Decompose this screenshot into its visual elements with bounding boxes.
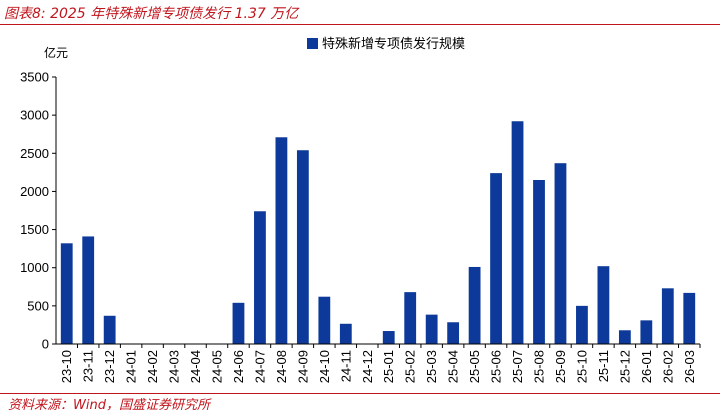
y-axis: 0 500 1000 1500 2000 2500 3000 3500 — [20, 70, 57, 352]
bar — [511, 121, 524, 344]
bar — [661, 288, 674, 344]
x-tick-label: 24-03 — [167, 350, 182, 383]
bar — [275, 137, 288, 344]
x-tick-label: 26-03 — [682, 350, 697, 383]
x-tick-label: 24-10 — [317, 350, 332, 383]
bar — [554, 163, 567, 344]
legend: 特殊新增专项债发行规模 — [307, 36, 465, 52]
x-tick-label: 25-04 — [446, 350, 461, 383]
x-tick-label: 24-09 — [295, 350, 310, 383]
bar — [425, 314, 438, 344]
x-tick-label: 24-01 — [124, 350, 139, 383]
x-tick-label: 25-12 — [617, 350, 632, 383]
y-axis-unit-label: 亿元 — [44, 45, 68, 60]
x-tick-label: 25-09 — [553, 350, 568, 383]
bar — [468, 266, 481, 344]
source-note: 资料来源：Wind，国盛证券研究所 — [8, 398, 210, 413]
bar — [382, 331, 395, 344]
x-tick-label: 24-02 — [145, 350, 160, 383]
y-tick-label: 1000 — [20, 260, 49, 275]
bar — [597, 266, 610, 344]
x-tick-label: 25-10 — [574, 350, 589, 383]
title-rule — [0, 24, 720, 25]
bar — [254, 211, 266, 344]
y-tick-label: 1500 — [20, 222, 49, 237]
x-tick-label: 24-04 — [188, 350, 203, 383]
x-tick-label: 24-11 — [338, 350, 353, 382]
bar — [618, 330, 631, 344]
bar — [490, 173, 502, 344]
x-tick-label: 24-08 — [274, 350, 289, 383]
y-tick-label: 2500 — [20, 146, 49, 161]
bar — [533, 179, 545, 344]
y-tick-label: 3000 — [20, 108, 49, 123]
x-axis: 23-10 23-11 23-12 24-01 24-02 24-03 24-04 24-05… — [56, 343, 701, 383]
bar — [683, 292, 696, 344]
x-tick-label: 25-08 — [532, 350, 547, 383]
x-tick-label: 24-06 — [231, 350, 246, 383]
x-tick-label: 25-07 — [510, 350, 525, 383]
figure-title: 图表8: 2025 年特殊新增专项债发行 1.37 万亿 — [4, 6, 299, 22]
bar — [339, 323, 352, 344]
x-tick-label: 25-06 — [489, 350, 504, 383]
bar — [404, 292, 417, 344]
bar — [82, 236, 95, 344]
bar — [103, 315, 116, 344]
x-tick-label: 25-02 — [403, 350, 418, 383]
bar — [576, 305, 588, 344]
y-tick-label: 500 — [27, 298, 49, 313]
x-tick-label: 25-11 — [596, 350, 611, 382]
source-rule — [0, 393, 720, 394]
bar — [318, 296, 331, 344]
x-tick-label: 24-07 — [252, 350, 267, 383]
bar — [640, 320, 653, 344]
bar — [296, 150, 309, 344]
bars — [60, 121, 696, 344]
x-tick-label: 23-12 — [102, 350, 117, 383]
y-tick-label: 0 — [42, 337, 49, 352]
bar — [60, 243, 73, 344]
x-tick-label: 25-03 — [424, 350, 439, 383]
x-tick-label: 25-05 — [467, 350, 482, 383]
bar — [447, 322, 460, 344]
x-tick-label: 23-10 — [59, 350, 74, 383]
bar — [232, 302, 245, 344]
x-tick-label: 23-11 — [81, 350, 96, 382]
legend-swatch — [307, 38, 318, 49]
x-tick-label: 26-02 — [660, 350, 675, 383]
x-tick-label: 26-01 — [639, 350, 654, 383]
x-tick-label: 24-05 — [210, 350, 225, 383]
legend-label: 特殊新增专项债发行规模 — [322, 36, 465, 52]
y-tick-label: 2000 — [20, 184, 49, 199]
x-tick-label: 25-01 — [381, 350, 396, 383]
x-tick-label: 24-12 — [360, 350, 375, 383]
y-tick-label: 3500 — [20, 70, 49, 85]
